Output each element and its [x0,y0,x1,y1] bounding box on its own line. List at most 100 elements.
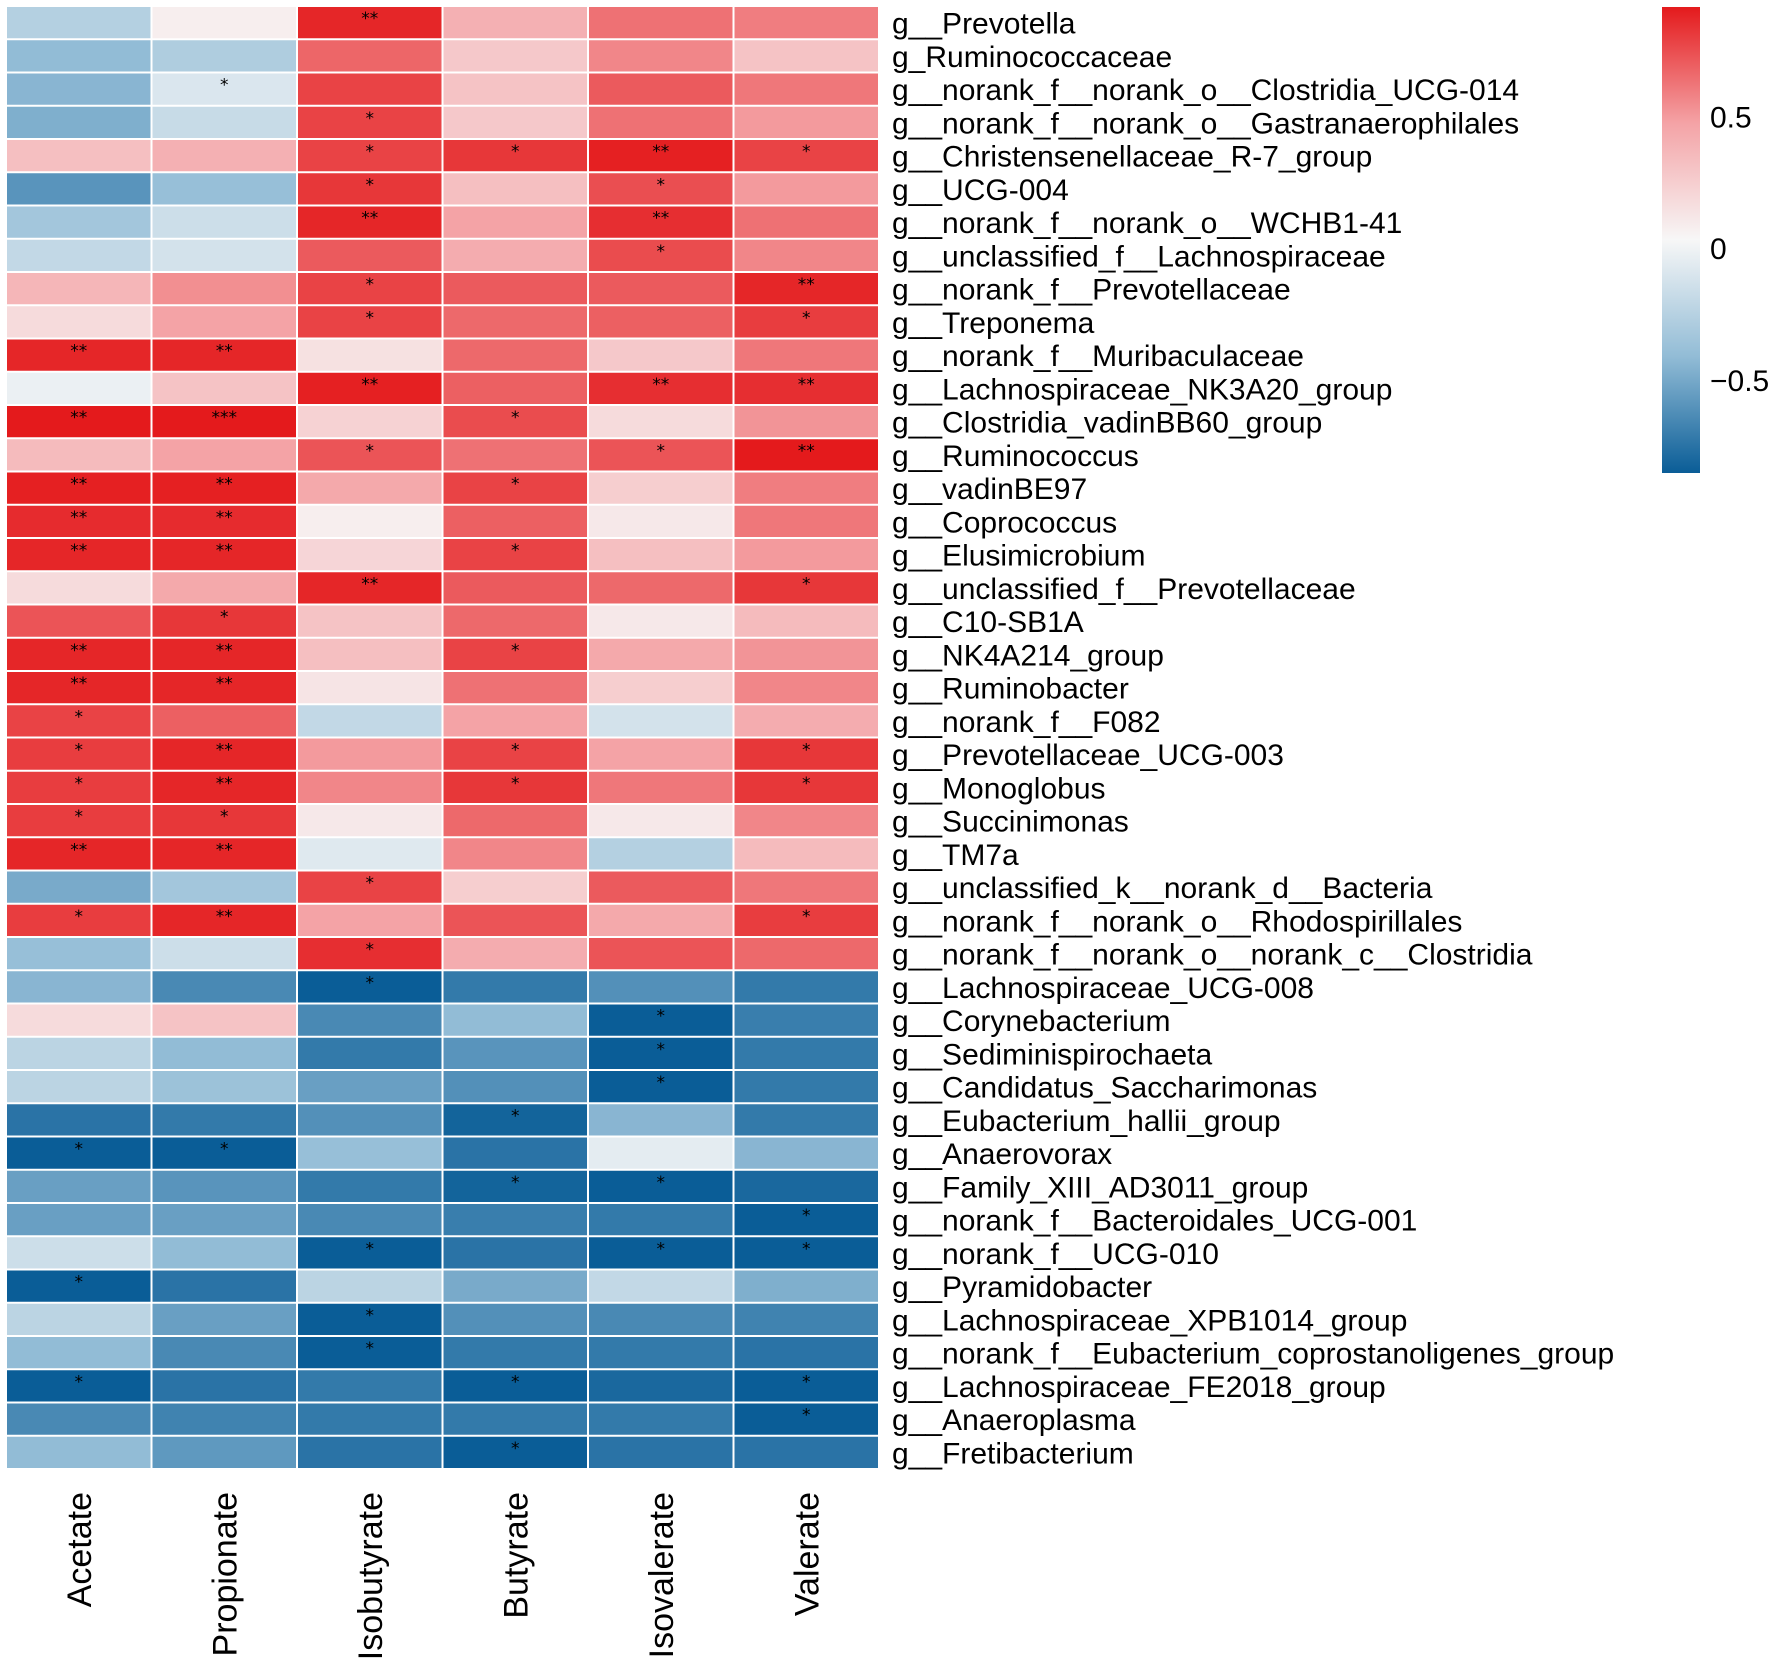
row-label: g__Anaerovorax [892,1138,1112,1171]
heatmap-cell [152,439,296,471]
heatmap-cell [734,871,878,903]
row-label: g__Prevotella [892,8,1076,41]
heatmap-cell [7,1004,151,1036]
significance-star: ** [361,209,378,229]
significance-star: * [802,774,811,794]
heatmap-cell [734,1004,878,1036]
heatmap-cell [589,273,733,305]
heatmap-cell [152,1037,296,1069]
heatmap-cell [7,505,151,537]
row-label: g__Treponema [892,307,1095,340]
heatmap-cell [152,1403,296,1435]
heatmap-cell [589,971,733,1003]
heatmap-cell [734,406,878,438]
significance-star: * [511,541,520,561]
row-label: g__Elusimicrobium [892,540,1145,573]
significance-star: * [657,242,666,262]
row-label: g__Lachnospiraceae_NK3A20_group [892,373,1392,406]
heatmap-cell [589,1037,733,1069]
significance-star: * [511,641,520,661]
heatmap-cell [734,638,878,670]
row-label: g__Clostridia_vadinBB60_group [892,407,1322,440]
heatmap-cell [152,1204,296,1236]
heatmap-cell [734,206,878,238]
heatmap-cell [7,1370,151,1402]
heatmap-cell [443,1337,587,1369]
heatmap-cell [152,1104,296,1136]
heatmap-cell [589,7,733,39]
heatmap-cell [152,406,296,438]
heatmap-cell [734,140,878,172]
heatmap-cell [7,273,151,305]
heatmap-cell [7,539,151,571]
legend-ticks: 0.5 0 −0.5 [1710,102,1769,398]
heatmap-cell [734,505,878,537]
significance-star: ** [216,541,233,561]
heatmap-cell [734,1170,878,1202]
significance-star: * [657,1040,666,1060]
heatmap-cell [443,1104,587,1136]
heatmap-cell [443,206,587,238]
significance-star: * [802,308,811,328]
heatmap-cell [152,7,296,39]
row-label: g__Succinimonas [892,806,1129,839]
significance-star: ** [798,275,815,295]
heatmap-cell [152,273,296,305]
heatmap-cell [734,73,878,105]
column-label: Valerate [788,1492,826,1616]
column-label: Acetate [61,1492,99,1607]
heatmap-cell [298,1403,442,1435]
heatmap-cell [589,1004,733,1036]
heatmap-cell [443,605,587,637]
heatmap-cell [734,572,878,604]
heatmap-cell [443,505,587,537]
heatmap-cell [7,73,151,105]
heatmap-cell [589,1104,733,1136]
heatmap-cell [298,904,442,936]
heatmap-cell [7,40,151,72]
heatmap-cell [734,372,878,404]
significance-star: * [802,741,811,761]
significance-star: ** [216,342,233,362]
significance-star: ** [798,441,815,461]
heatmap-cell [7,406,151,438]
row-label: g__Lachnospiraceae_XPB1014_group [892,1304,1407,1337]
heatmap-cell [298,871,442,903]
significance-star: * [802,1206,811,1226]
heatmap-cell [152,73,296,105]
heatmap-cell [7,805,151,837]
heatmap-cell [152,239,296,271]
row-label: g__norank_f__norank_o__Clostridia_UCG-01… [892,74,1519,107]
significance-stars: ***** * ** ** *** **** *** *** **** ** **** *** ** * *… [70,9,815,1459]
heatmap-cell [298,938,442,970]
row-label: g__Monoglobus [892,772,1106,805]
heatmap-cell [734,239,878,271]
heatmap-cell [589,572,733,604]
heatmap-cell [152,871,296,903]
significance-star: * [511,1106,520,1126]
heatmap-cell [443,1071,587,1103]
heatmap-cell [443,106,587,138]
significance-star: * [75,707,84,727]
heatmap-cell [298,705,442,737]
row-label: g__norank_f__norank_o__Gastranaerophilal… [892,107,1519,140]
significance-star: * [366,308,375,328]
column-labels: Acetate Propionate Isobutyrate Butyrate Isov… [61,1492,827,1660]
heatmap-cell [734,838,878,870]
row-label: g__unclassified_f__Prevotellaceae [892,573,1356,606]
row-label: g__Anaeroplasma [892,1404,1136,1437]
heatmap-cell [589,904,733,936]
heatmap-cell [152,40,296,72]
heatmap-cell [589,838,733,870]
heatmap-cell [589,539,733,571]
heatmap-cell [152,672,296,704]
row-label: g__norank_f__norank_o__norank_c__Clostri… [892,939,1533,972]
row-label: g__Sediminispirochaeta [892,1038,1213,1071]
significance-star: * [802,1372,811,1392]
heatmap-cell [298,1071,442,1103]
heatmap-cell [298,771,442,803]
heatmap-cell [443,805,587,837]
significance-star: * [511,1439,520,1459]
heatmap-cell [298,1204,442,1236]
heatmap-cell [298,805,442,837]
